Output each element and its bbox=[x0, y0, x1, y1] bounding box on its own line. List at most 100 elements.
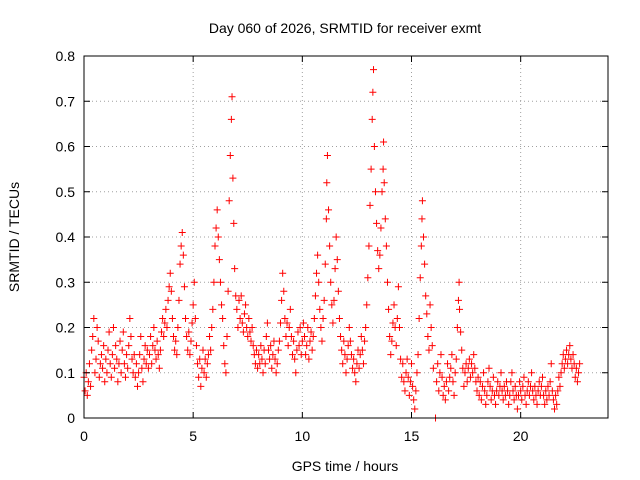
data-point bbox=[104, 346, 112, 354]
data-point bbox=[537, 382, 545, 390]
data-point bbox=[435, 387, 443, 395]
y-tick-label: 0 bbox=[67, 410, 75, 426]
data-point bbox=[246, 328, 254, 336]
data-point bbox=[295, 342, 303, 350]
data-point bbox=[571, 373, 579, 381]
data-point bbox=[152, 355, 160, 363]
data-point bbox=[454, 296, 462, 304]
data-point bbox=[278, 296, 286, 304]
data-point bbox=[254, 364, 262, 372]
data-point bbox=[408, 360, 415, 368]
data-point bbox=[244, 333, 252, 341]
data-point bbox=[120, 360, 128, 368]
data-point bbox=[569, 351, 577, 359]
data-point bbox=[349, 364, 357, 372]
data-point bbox=[85, 360, 93, 368]
axis-ticks bbox=[83, 55, 608, 419]
data-point bbox=[299, 319, 307, 327]
data-point bbox=[311, 292, 319, 300]
data-point bbox=[301, 333, 309, 341]
data-point bbox=[544, 382, 552, 390]
data-point bbox=[279, 269, 287, 277]
data-point bbox=[554, 387, 562, 395]
data-point bbox=[509, 387, 517, 395]
data-point bbox=[370, 143, 378, 150]
data-point bbox=[552, 391, 560, 399]
data-point bbox=[144, 364, 152, 372]
data-point bbox=[380, 138, 388, 146]
data-point bbox=[564, 360, 572, 368]
data-point bbox=[507, 378, 515, 386]
data-point bbox=[530, 396, 538, 404]
data-point bbox=[236, 314, 244, 322]
data-point bbox=[261, 360, 269, 368]
data-point bbox=[191, 314, 199, 322]
data-point bbox=[533, 400, 541, 408]
data-point bbox=[343, 355, 351, 363]
data-point bbox=[306, 337, 314, 345]
data-point bbox=[209, 305, 217, 313]
data-point bbox=[164, 296, 172, 304]
data-point bbox=[237, 292, 245, 300]
data-point bbox=[248, 324, 256, 331]
data-point bbox=[470, 351, 478, 359]
data-point bbox=[223, 333, 231, 341]
tick-labels: 0 0.1 0.2 0.3 0.4 0.5 0.6 0.7 0.8 0 5 10 15 20 bbox=[56, 48, 529, 444]
data-point bbox=[106, 360, 114, 368]
data-point bbox=[133, 382, 141, 390]
data-point bbox=[373, 219, 381, 227]
data-point bbox=[350, 355, 358, 363]
data-point bbox=[347, 351, 355, 359]
data-point bbox=[379, 165, 387, 173]
data-point bbox=[313, 269, 321, 277]
data-point bbox=[389, 319, 397, 327]
data-point bbox=[411, 405, 419, 413]
data-point bbox=[201, 355, 209, 363]
data-point bbox=[382, 242, 390, 250]
grid-lines bbox=[84, 56, 608, 418]
data-point bbox=[317, 324, 325, 331]
data-point bbox=[92, 355, 100, 363]
data-point bbox=[388, 337, 396, 345]
y-tick-label: 0.5 bbox=[56, 184, 76, 200]
data-point bbox=[542, 387, 550, 395]
data-point bbox=[100, 342, 108, 350]
data-point bbox=[271, 355, 279, 363]
data-point bbox=[228, 93, 236, 101]
x-tick-label: 10 bbox=[295, 428, 311, 444]
data-point bbox=[367, 165, 375, 173]
data-point bbox=[172, 337, 180, 345]
data-point bbox=[551, 405, 559, 413]
y-tick-label: 0.6 bbox=[56, 139, 76, 155]
data-point bbox=[114, 378, 122, 386]
data-point bbox=[118, 346, 126, 354]
data-point bbox=[199, 346, 207, 354]
data-point bbox=[549, 396, 557, 404]
data-point bbox=[436, 369, 444, 377]
data-point bbox=[471, 364, 479, 372]
data-point bbox=[116, 337, 124, 345]
data-point bbox=[541, 400, 549, 408]
data-point bbox=[358, 346, 366, 354]
data-point bbox=[204, 351, 212, 359]
data-point bbox=[275, 337, 283, 345]
data-point bbox=[418, 215, 426, 223]
data-point bbox=[102, 355, 110, 363]
data-point bbox=[458, 346, 466, 354]
data-point bbox=[257, 342, 265, 350]
data-point bbox=[429, 364, 437, 372]
data-point bbox=[330, 296, 338, 304]
data-point bbox=[280, 287, 288, 295]
data-point bbox=[424, 333, 432, 341]
y-axis-label: SRMTID / TECUs bbox=[6, 182, 22, 292]
data-point bbox=[469, 369, 477, 377]
data-point bbox=[99, 364, 107, 372]
data-point bbox=[439, 391, 447, 399]
data-point bbox=[117, 369, 125, 377]
data-point bbox=[247, 337, 255, 345]
x-tick-label: 0 bbox=[80, 428, 88, 444]
data-point bbox=[487, 396, 495, 404]
data-point bbox=[400, 378, 408, 386]
data-point bbox=[210, 278, 218, 286]
data-point bbox=[84, 378, 92, 386]
